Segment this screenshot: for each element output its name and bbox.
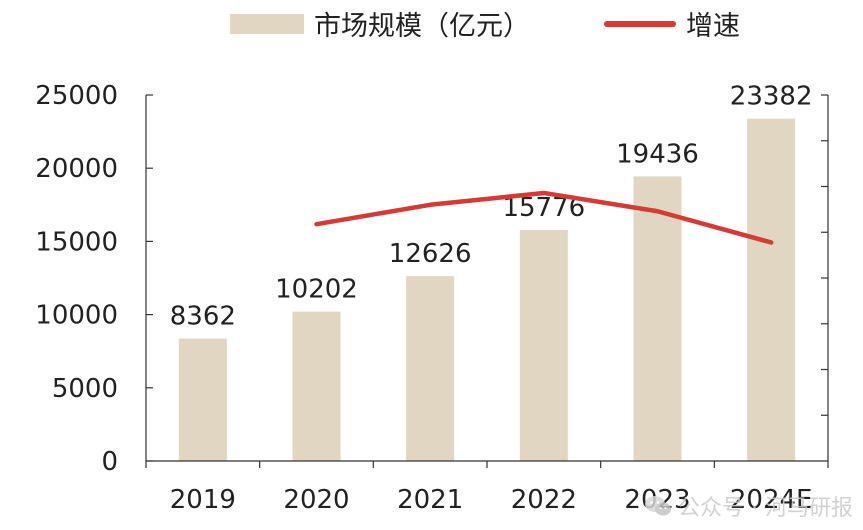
watermark-text: 公众号 · 河马研报: [678, 496, 853, 521]
axes: 0 5000 10000 15000 20000 25000 2019 2020 2021 202…: [35, 81, 829, 515]
y-tick-label: 10000: [35, 301, 118, 331]
wechat-icon: [645, 496, 672, 516]
bar-label-2019: 8362: [170, 302, 236, 332]
y-tick-label: 15000: [35, 227, 118, 257]
legend-label-bar: 市场规模（亿元）: [314, 11, 530, 42]
bar-2022: [519, 230, 568, 461]
legend-label-line: 增速: [686, 11, 740, 42]
bar-2023: [633, 176, 682, 461]
bar-label-2023: 19436: [616, 139, 699, 169]
legend-swatch-bar: [230, 13, 304, 34]
y-tick-label: 0: [101, 447, 118, 477]
x-tick-label-2020: 2020: [283, 485, 349, 515]
bar-series: [178, 118, 796, 461]
bar-label-2020: 10202: [275, 275, 358, 305]
bar-label-2024E: 23382: [730, 82, 813, 112]
legend-swatch-line: [604, 20, 676, 27]
x-tick-label-2021: 2021: [397, 485, 463, 515]
x-tick-label-2022: 2022: [511, 485, 577, 515]
x-tick-label-2024E: 2024E: [730, 485, 813, 515]
line-series: [314, 190, 774, 245]
watermark: 公众号 · 河马研报: [644, 490, 853, 522]
y-tick-label: 25000: [35, 81, 118, 111]
bar-2020: [292, 311, 341, 461]
legend-item-bar: 市场规模（亿元）: [230, 4, 530, 43]
bar-2019: [178, 338, 227, 461]
bar-2024E: [747, 118, 796, 461]
y-tick-label: 5000: [52, 374, 118, 404]
y-tick-label: 20000: [35, 154, 118, 184]
legend-item-line: 增速: [604, 4, 740, 43]
bar-2021: [406, 276, 455, 461]
bar-label-2021: 12626: [389, 239, 472, 269]
legend: 市场规模（亿元） 增速: [0, 4, 863, 44]
x-tick-label-2019: 2019: [170, 485, 236, 515]
